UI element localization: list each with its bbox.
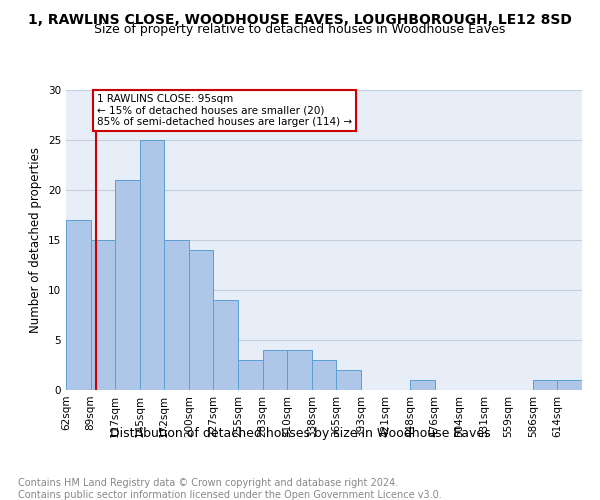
Bar <box>312 360 336 390</box>
Bar <box>533 380 557 390</box>
Bar <box>140 140 164 390</box>
Bar <box>91 240 115 390</box>
Bar <box>238 360 263 390</box>
Text: Contains HM Land Registry data © Crown copyright and database right 2024.
Contai: Contains HM Land Registry data © Crown c… <box>18 478 442 500</box>
Bar <box>263 350 287 390</box>
Bar <box>66 220 91 390</box>
Bar <box>189 250 214 390</box>
Y-axis label: Number of detached properties: Number of detached properties <box>29 147 43 333</box>
Bar <box>164 240 189 390</box>
Text: Size of property relative to detached houses in Woodhouse Eaves: Size of property relative to detached ho… <box>94 24 506 36</box>
Bar <box>410 380 434 390</box>
Text: 1 RAWLINS CLOSE: 95sqm
← 15% of detached houses are smaller (20)
85% of semi-det: 1 RAWLINS CLOSE: 95sqm ← 15% of detached… <box>97 94 352 127</box>
Bar <box>336 370 361 390</box>
Bar <box>115 180 140 390</box>
Bar <box>287 350 312 390</box>
Text: 1, RAWLINS CLOSE, WOODHOUSE EAVES, LOUGHBOROUGH, LE12 8SD: 1, RAWLINS CLOSE, WOODHOUSE EAVES, LOUGH… <box>28 12 572 26</box>
Bar <box>214 300 238 390</box>
Bar <box>557 380 582 390</box>
Text: Distribution of detached houses by size in Woodhouse Eaves: Distribution of detached houses by size … <box>110 428 490 440</box>
